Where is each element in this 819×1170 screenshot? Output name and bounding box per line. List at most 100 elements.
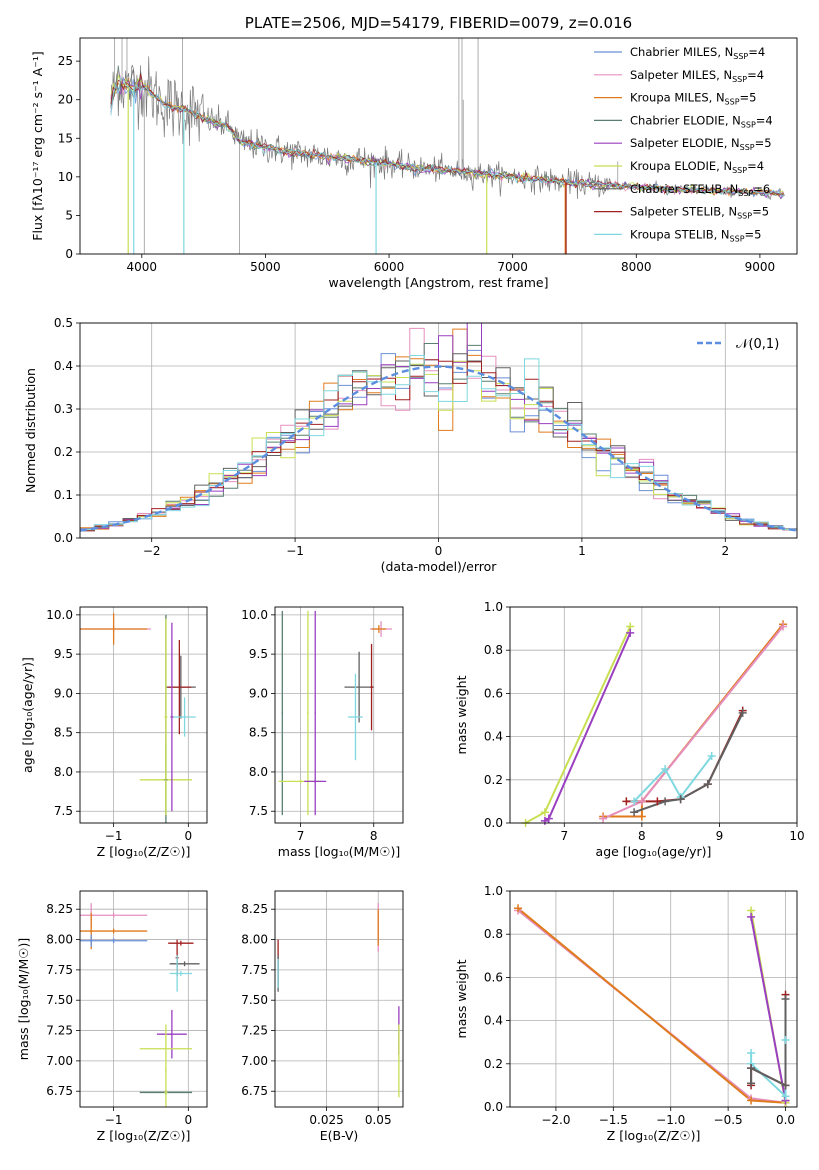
- data-point-marker: [747, 1079, 756, 1088]
- x-tick-label: 10: [789, 829, 804, 843]
- data-point-marker: [747, 1096, 756, 1105]
- y-tick-label: 0.6: [484, 970, 503, 984]
- y-tick-label: 9.0: [54, 686, 73, 700]
- data-point-marker: [653, 797, 662, 806]
- axes-frame: [79, 322, 798, 539]
- y-tick-label: 7.25: [46, 1024, 73, 1038]
- y-tick-label: 0.2: [484, 1057, 503, 1071]
- series-line-kroupa-stelib: [633, 755, 713, 803]
- data-point-marker: [622, 797, 631, 806]
- chart-title: PLATE=2506, MJD=54179, FIBERID=0079, z=0…: [245, 14, 632, 32]
- x-tick-label: −1: [286, 544, 304, 558]
- y-tick-label: 6.75: [46, 1084, 73, 1098]
- data-point-marker: [747, 1064, 756, 1073]
- y-tick-label: 1.0: [484, 600, 503, 614]
- y-tick-label: 10: [58, 170, 73, 184]
- x-tick-label: −1.5: [599, 1113, 628, 1127]
- x-tick-label: −1: [105, 1113, 123, 1127]
- y-tick-label: 7.25: [241, 1024, 268, 1038]
- y-axis-label: mass weight: [454, 959, 469, 1038]
- data-point-marker: [599, 814, 608, 823]
- legend-entry: Chabrier MILES, NSSP=4: [630, 45, 765, 61]
- y-tick-label: 25: [58, 54, 73, 68]
- x-tick-label: −0.5: [714, 1113, 743, 1127]
- y-tick-label: 8.5: [249, 726, 268, 740]
- x-tick-label: −2: [143, 544, 161, 558]
- series-line-salpeter-elodie: [544, 632, 632, 822]
- y-tick-label: 15: [58, 131, 73, 145]
- series-line-kroupa-miles: [517, 907, 786, 1104]
- y-tick-label: 8.00: [241, 933, 268, 947]
- legend-entry: Kroupa MILES, NSSP=5: [630, 91, 756, 107]
- model-spectrum-salpeter-stelib: [110, 73, 784, 196]
- y-tick-label: 7.5: [54, 804, 73, 818]
- axes-frame: [509, 890, 798, 1108]
- y-tick-label: 9.5: [54, 647, 73, 661]
- axes-frame: [79, 37, 798, 255]
- x-tick-label: 0: [185, 829, 193, 843]
- y-tick-label: 7.00: [241, 1054, 268, 1068]
- legend-entry: Chabrier STELIB, NSSP=6: [630, 182, 770, 198]
- axes-frame: [274, 890, 404, 1108]
- plot-area: [517, 907, 787, 1104]
- y-tick-label: 7.5: [249, 804, 268, 818]
- y-tick-label: 9.5: [249, 647, 268, 661]
- data-point-marker: [738, 708, 747, 717]
- data-point-marker: [661, 797, 670, 806]
- y-tick-label: 0.0: [484, 816, 503, 830]
- data-point-marker: [637, 797, 646, 806]
- x-axis-label: E(B-V): [320, 1128, 359, 1143]
- model-spectrum-chabrier-stelib: [110, 69, 784, 197]
- x-axis-label: wavelength [Angstrom, rest frame]: [328, 275, 548, 290]
- series-line-kroupa-elodie: [525, 625, 632, 823]
- panel-6: 0.025 0.05 6.75 7.00 7.25 7.50 7.75 8.00 8.25 E(B…: [241, 890, 404, 1143]
- y-tick-label: 10.0: [46, 608, 73, 622]
- model-spectrum-kroupa-stelib: [110, 77, 784, 198]
- data-point-marker: [707, 752, 716, 761]
- x-axis-label: (data-model)/error: [381, 559, 498, 574]
- x-tick-label: −2.0: [541, 1113, 570, 1127]
- y-tick-label: 0.3: [54, 402, 73, 416]
- panel-4: 7 8 9 10 0.0 0.2 0.4 0.6 0.8 1.0 age [log₁₀(age/yr…: [454, 600, 805, 859]
- y-tick-label: 8.0: [54, 765, 73, 779]
- series-line-salpeter-miles: [517, 909, 786, 1104]
- series-line-salpeter-stelib: [626, 710, 744, 803]
- axes-frame: [274, 606, 404, 824]
- data-point-marker: [661, 765, 670, 773]
- data-point-marker: [781, 1081, 790, 1090]
- series-line-salpeter-miles: [602, 625, 784, 820]
- y-tick-label: 8.5: [54, 726, 73, 740]
- data-point-marker: [544, 814, 553, 823]
- legend-entry-normal: 𝒩(0,1): [736, 337, 779, 352]
- x-tick-label: 8000: [621, 260, 652, 274]
- y-tick-label: 20: [58, 93, 73, 107]
- y-tick-label: 8.0: [249, 765, 268, 779]
- axes-frame: [79, 890, 208, 1108]
- x-axis-label: Z [log₁₀(Z/Z☉)]: [97, 844, 191, 859]
- y-tick-label: 8.25: [241, 902, 268, 916]
- y-tick-label: 1.0: [484, 884, 503, 898]
- x-tick-label: 7: [560, 829, 568, 843]
- model-spectrum-chabrier-elodie: [110, 65, 784, 200]
- x-axis-label: mass [log₁₀(M/M☉)]: [278, 844, 400, 859]
- data-point-marker: [626, 628, 635, 637]
- y-axis-label: Normed distribution: [23, 368, 38, 493]
- x-tick-label: 8: [638, 829, 646, 843]
- plot-area: [277, 903, 400, 1098]
- x-tick-label: 0: [435, 544, 443, 558]
- panel-5: −1 0 6.75 7.00 7.25 7.50 7.75 8.00 8.25 Z [log₁₀(…: [16, 890, 208, 1143]
- x-tick-label: 5000: [250, 260, 281, 274]
- data-point-marker: [781, 1092, 790, 1101]
- x-tick-label: 0.025: [309, 1113, 343, 1127]
- series-line-chabrier-stelib: [633, 712, 744, 814]
- axes-frame: [79, 606, 208, 824]
- y-tick-label: 0.2: [54, 445, 73, 459]
- x-tick-label: 6000: [374, 260, 405, 274]
- panel-2: −1 0 7.5 8.0 8.5 9.0 9.5 10.0 Z [log₁₀(Z/Z☉)] age…: [20, 606, 208, 859]
- data-point-marker: [630, 797, 639, 806]
- x-tick-label: 7: [297, 829, 305, 843]
- x-tick-label: −1: [105, 829, 123, 843]
- panel-7: −2.0 −1.5 −1.0 −0.5 0.0 0.0 0.2 0.4 0.6 0.8 1.0 Z […: [454, 884, 798, 1143]
- plot-area: [80, 903, 200, 1107]
- legend-entry: Salpeter MILES, NSSP=4: [630, 68, 764, 84]
